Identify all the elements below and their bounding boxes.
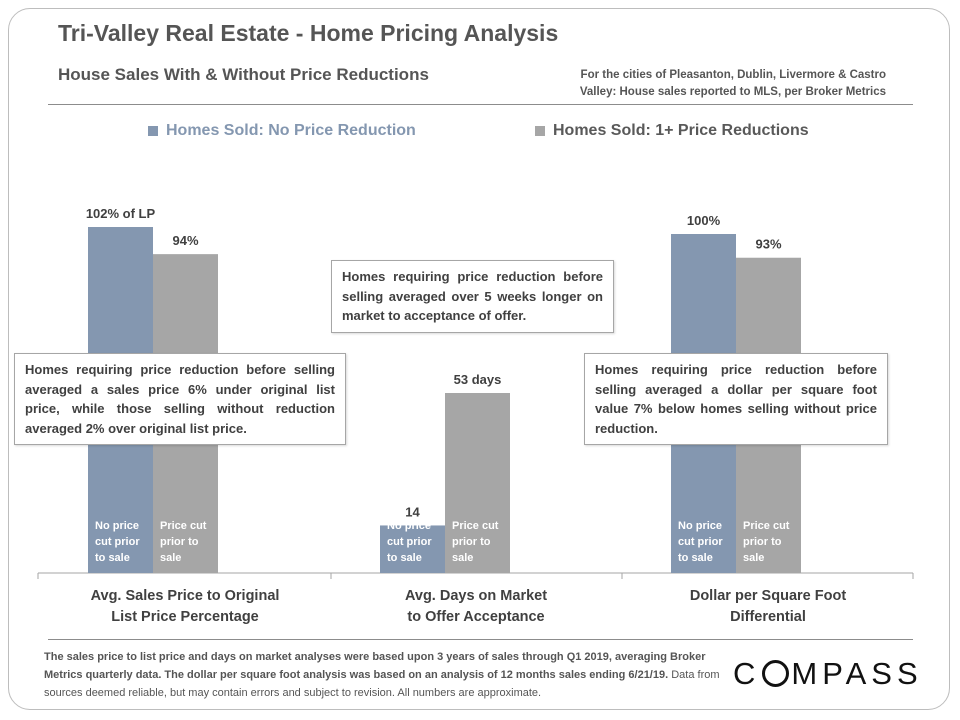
footer-main-text: The sales price to list price and days o… <box>44 651 706 681</box>
legend-item-no-reduction: Homes Sold: No Price Reduction <box>148 122 416 140</box>
bar-inner-text-1-0-0: Price cut <box>160 520 207 532</box>
bar-inner-text-0-1-1: cut prior <box>387 536 432 548</box>
bar-inner-text-1-1-2: sale <box>452 552 473 564</box>
data-label-1-0: 94% <box>172 233 198 248</box>
page-title: Tri-Valley Real Estate - Home Pricing An… <box>58 20 559 46</box>
note-dollar-per-sqft: Homes requiring price reduction before s… <box>584 353 888 445</box>
data-label-0-1: 14 <box>405 504 420 519</box>
note-days-on-market: Homes requiring price reduction before s… <box>331 260 614 333</box>
bar-inner-text-0-1-0: No price <box>387 520 431 532</box>
category-label-2-1: Differential <box>730 609 806 625</box>
footer-disclaimer: Data from sources deemed reliable, but m… <box>44 669 720 699</box>
source-note-line-2: Valley: House sales reported to MLS, per… <box>579 86 886 98</box>
logo-text-end: MPASS <box>791 656 923 691</box>
category-label-2-0: Dollar per Square Foot <box>690 588 846 604</box>
bar-no-reduction-1 <box>380 525 445 573</box>
data-label-1-1: 53 days <box>454 372 502 387</box>
bar-inner-text-0-0-2: to sale <box>95 552 130 564</box>
source-note-line-1: For the cities of Pleasanton, Dublin, Li… <box>580 69 886 81</box>
bar-inner-text-1-2-2: sale <box>743 552 764 564</box>
bar-inner-text-0-0-0: No price <box>95 520 139 532</box>
bar-inner-text-0-2-0: No price <box>678 520 722 532</box>
data-label-0-2: 100% <box>687 213 721 228</box>
category-label-0-1: List Price Percentage <box>111 609 259 625</box>
data-label-0-0: 102% of LP <box>86 206 156 221</box>
footer-divider <box>48 639 913 640</box>
category-label-1-1: to Offer Acceptance <box>407 609 544 625</box>
legend-swatch-with-reduction <box>535 126 545 136</box>
data-label-1-2: 93% <box>755 237 781 252</box>
bar-inner-text-1-0-2: sale <box>160 552 181 564</box>
bar-inner-text-1-2-1: prior to <box>743 536 782 548</box>
header-divider <box>48 104 913 105</box>
bar-inner-text-1-1-0: Price cut <box>452 520 499 532</box>
logo-text-start: C <box>733 656 761 691</box>
bar-inner-text-0-2-1: cut prior <box>678 536 723 548</box>
page-subtitle: House Sales With & Without Price Reducti… <box>58 65 429 84</box>
compass-logo: C MPASS <box>733 656 923 692</box>
bar-inner-text-1-2-0: Price cut <box>743 520 790 532</box>
bar-inner-text-0-1-2: to sale <box>387 552 422 564</box>
note-price-percentage: Homes requiring price reduction before s… <box>14 353 346 445</box>
category-label-1-0: Avg. Days on Market <box>405 588 547 604</box>
legend-label-no-reduction: Homes Sold: No Price Reduction <box>166 122 416 139</box>
logo-circle-icon <box>762 660 790 687</box>
bar-inner-text-1-0-1: prior to <box>160 536 199 548</box>
bar-inner-text-0-0-1: cut prior <box>95 536 140 548</box>
slide-frame <box>8 8 950 710</box>
source-note: For the cities of Pleasanton, Dublin, Li… <box>556 67 886 101</box>
legend-swatch-no-reduction <box>148 126 158 136</box>
legend-label-with-reduction: Homes Sold: 1+ Price Reductions <box>553 122 809 139</box>
footer-note: The sales price to list price and days o… <box>44 648 724 702</box>
bar-inner-text-0-2-2: to sale <box>678 552 713 564</box>
legend-item-with-reduction: Homes Sold: 1+ Price Reductions <box>535 122 809 140</box>
category-label-0-0: Avg. Sales Price to Original <box>91 588 280 604</box>
bar-with-reduction-1 <box>445 393 510 573</box>
bar-inner-text-1-1-1: prior to <box>452 536 491 548</box>
